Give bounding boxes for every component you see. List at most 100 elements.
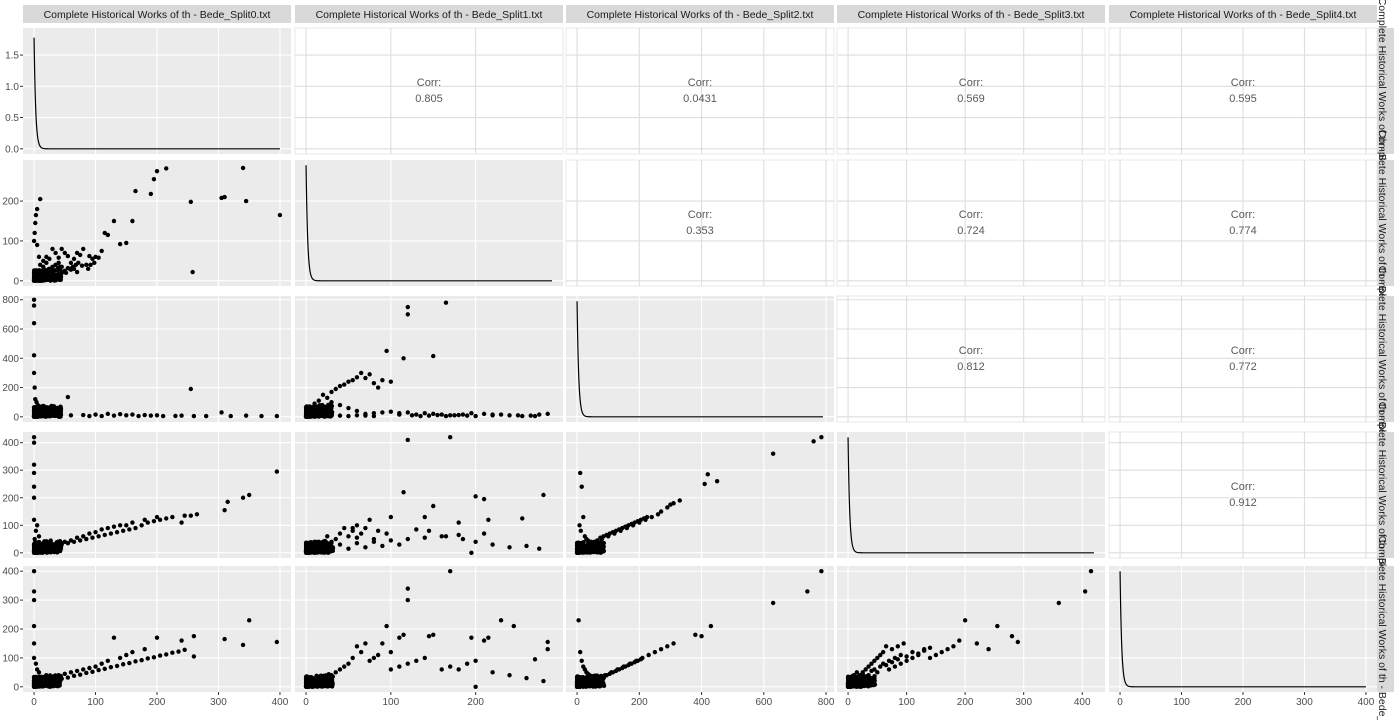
column-strip-label: Complete Historical Works of th - Bede_S…	[1130, 9, 1357, 21]
scatter-panel	[23, 432, 291, 558]
scatter-point	[601, 544, 606, 550]
scatter-point	[448, 435, 453, 440]
scatter-point	[31, 320, 37, 326]
scatter-point	[31, 297, 37, 302]
scatter-point	[1056, 600, 1062, 606]
x-tick-label: 0	[303, 697, 309, 708]
scatter-point	[481, 496, 487, 502]
scatter-point	[45, 550, 50, 555]
scatter-point	[342, 525, 347, 531]
scatter-point	[995, 623, 1000, 629]
scatter-point	[469, 410, 474, 416]
scatter-point	[31, 435, 37, 440]
scatter-point	[40, 406, 46, 412]
scatter-point	[380, 543, 385, 549]
scatter-point	[346, 379, 351, 384]
scatter-point	[579, 484, 584, 489]
scatter-point	[194, 512, 200, 517]
scatter-point	[108, 531, 114, 536]
scatter-point	[452, 413, 457, 418]
corr-label: Corr:	[959, 209, 983, 221]
scatter-point	[986, 647, 991, 652]
scatter-point	[511, 623, 516, 629]
scatter-point	[154, 168, 160, 174]
scatter-point	[414, 412, 419, 417]
column-strip	[837, 5, 1105, 23]
scatter-point	[498, 412, 504, 417]
scatter-point	[62, 268, 67, 274]
scatter-point	[111, 218, 117, 224]
scatter-point	[693, 632, 698, 637]
scatter-point	[179, 520, 184, 525]
scatter-point	[32, 536, 37, 542]
scatter-point	[316, 398, 321, 403]
scatter-point	[537, 412, 542, 417]
scatter-point	[577, 649, 583, 655]
x-tick-label: 100	[1173, 697, 1190, 708]
corr-value: 0.805	[415, 93, 443, 105]
scatter-point	[866, 675, 871, 681]
scatter-point	[644, 514, 650, 520]
scatter-point	[31, 589, 37, 594]
scatter-point	[337, 413, 343, 418]
scatter-point	[102, 666, 107, 672]
panel-background	[295, 160, 563, 286]
scatter-point	[456, 520, 461, 525]
scatter-point	[962, 618, 968, 623]
scatter-point	[130, 649, 135, 655]
scatter-point	[127, 527, 132, 532]
scatter-point	[81, 667, 86, 672]
scatter-point	[380, 410, 385, 415]
scatter-point	[329, 399, 334, 405]
scatter-point	[354, 644, 360, 649]
scatter-point	[422, 514, 427, 520]
scatter-point	[65, 540, 71, 546]
y-tick-label: 100	[2, 236, 19, 247]
density-line	[847, 437, 1094, 554]
x-tick-label: 800	[818, 697, 835, 708]
x-tick-label: 200	[149, 697, 166, 708]
scatter-point	[439, 534, 444, 539]
y-tick-label: 1.0	[5, 82, 19, 93]
scatter-point	[111, 635, 117, 640]
scatter-point	[1015, 639, 1021, 645]
scatter-point	[418, 413, 423, 419]
scatter-point	[46, 276, 51, 281]
scatter-point	[130, 218, 135, 224]
scatter-point	[638, 657, 644, 662]
scatter-point	[99, 527, 104, 532]
scatter-point	[380, 378, 385, 383]
scatter-point	[32, 549, 37, 555]
scatter-point	[589, 676, 594, 681]
scatter-point	[342, 382, 347, 387]
scatter-point	[443, 413, 449, 419]
scatter-point	[346, 546, 351, 551]
scatter-point	[142, 412, 147, 418]
scatter-point	[36, 534, 42, 539]
scatter-point	[537, 546, 542, 551]
scatter-point	[68, 260, 74, 266]
correlation-panel: Corr: 0.805	[294, 27, 564, 155]
corr-value: 0.724	[957, 225, 985, 237]
scatter-panel	[295, 432, 563, 558]
scatter-point	[84, 670, 89, 676]
y-tick-label: 100	[2, 653, 19, 664]
scatter-point	[59, 264, 64, 270]
correlation-panel: Corr: 0.595	[1108, 27, 1378, 155]
density-panel	[23, 28, 291, 154]
x-tick-label: 200	[1235, 697, 1252, 708]
scatter-point	[56, 277, 61, 282]
scatter-point	[105, 525, 111, 531]
scatter-point	[105, 411, 111, 417]
scatter-point	[473, 494, 478, 499]
scatter-point	[354, 375, 360, 380]
x-tick-label: 0	[1117, 697, 1123, 708]
y-tick-label: 200	[2, 383, 19, 394]
scatter-point	[111, 524, 117, 529]
scatter-point	[50, 246, 55, 252]
scatter-point	[33, 220, 38, 226]
scatter-point	[460, 412, 466, 417]
y-tick-label: 0.5	[5, 113, 19, 124]
scatter-point	[42, 539, 47, 544]
scatter-point	[157, 653, 163, 658]
